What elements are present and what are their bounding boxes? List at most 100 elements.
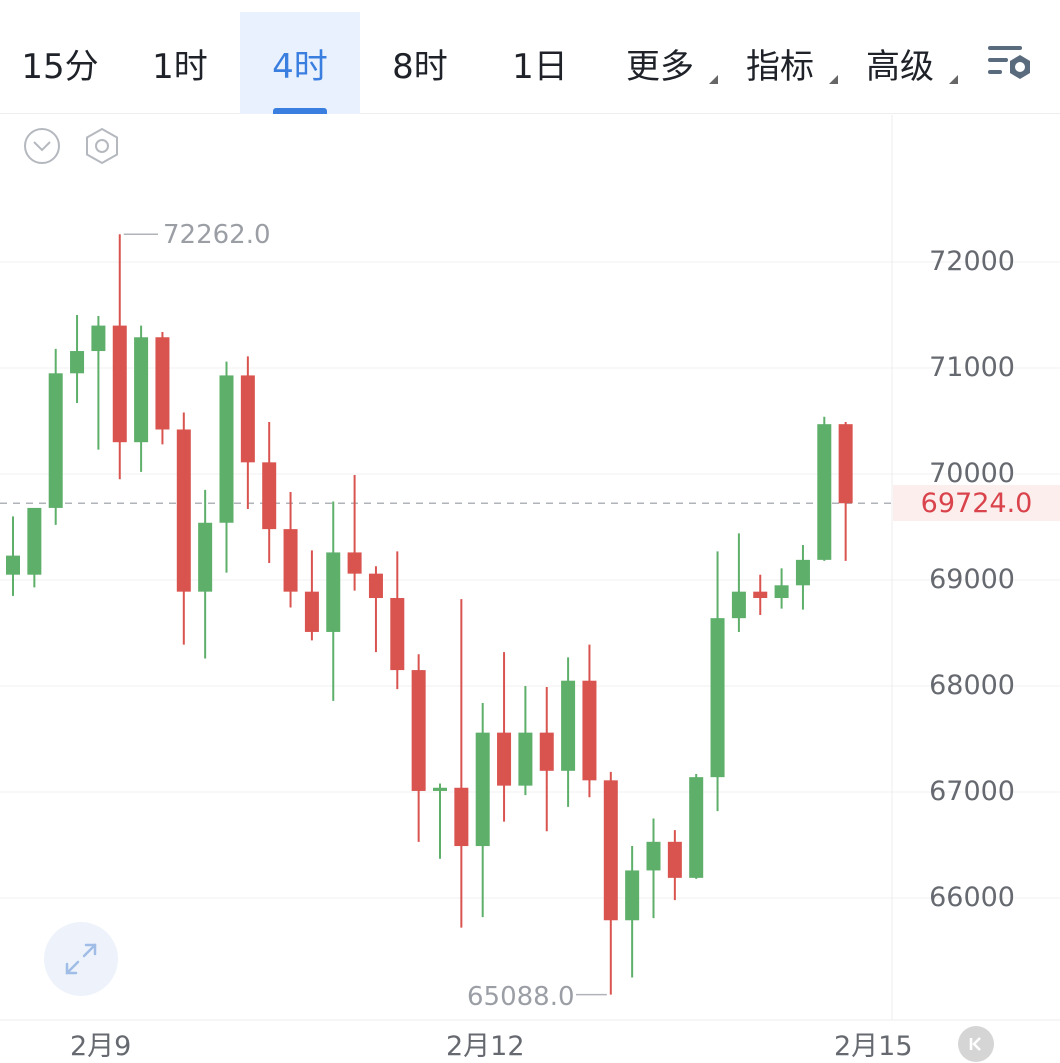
candle [262, 422, 277, 564]
candle [539, 687, 554, 832]
expand-arrows-icon [65, 943, 97, 975]
dropdown-corner-icon [709, 75, 718, 84]
price-tick: 71000 [929, 352, 1015, 383]
candle-body [518, 732, 533, 786]
candle-body [91, 325, 106, 352]
candle-body [539, 732, 554, 771]
dropdown-corner-icon [829, 75, 838, 84]
candle [112, 234, 127, 480]
candle [411, 654, 426, 842]
candle-body [710, 618, 725, 778]
candle-body [6, 555, 20, 575]
candle [582, 644, 597, 798]
candle-body [795, 559, 810, 586]
candle [176, 412, 191, 645]
tab-label: 更多 [626, 46, 694, 87]
candle [454, 599, 469, 928]
tab-label: 4时 [272, 46, 328, 87]
candle-body [112, 325, 127, 443]
candle-body [774, 585, 789, 599]
candle [198, 489, 213, 659]
candle-body [411, 670, 426, 791]
candle-body [433, 787, 447, 791]
candle [6, 516, 20, 596]
tab-more-dropdown[interactable]: 更多 [600, 12, 720, 114]
tab-1h[interactable]: 1时 [120, 12, 240, 114]
candle [326, 501, 341, 701]
tab-label: 8时 [392, 46, 448, 87]
candle-body [70, 351, 85, 374]
candle [283, 492, 298, 608]
scroll-to-latest-icon [969, 1037, 981, 1051]
scroll-to-latest-button[interactable] [958, 1026, 994, 1062]
grid-lines [0, 261, 1060, 899]
candle [774, 568, 789, 609]
candle [689, 773, 704, 879]
high-price-label: 72262.0 [163, 220, 271, 250]
candle [70, 315, 85, 403]
time-tick: 2月9 [70, 1031, 132, 1062]
candle-body [561, 680, 576, 771]
candle [390, 551, 405, 690]
candle [795, 545, 810, 610]
candle-body [219, 375, 234, 523]
price-tick: 66000 [929, 882, 1015, 913]
candle [710, 551, 725, 812]
candle-body [646, 841, 661, 871]
tab-advanced-dropdown[interactable]: 高级 [840, 12, 960, 114]
last-price-tag: 69724.0 [893, 485, 1060, 521]
candle [134, 325, 149, 472]
tab-4h[interactable]: 4时 [240, 12, 360, 114]
fullscreen-button[interactable] [44, 922, 118, 996]
candle [155, 331, 170, 445]
list-settings-icon [988, 46, 1030, 79]
candle-body [603, 780, 618, 921]
tab-label: 1时 [152, 46, 208, 87]
hexagon-settings-icon [86, 127, 118, 165]
chart-settings-button[interactable] [984, 38, 1036, 90]
candle-body [838, 424, 853, 504]
tab-15min[interactable]: 15分 [0, 12, 120, 114]
candle [646, 818, 661, 919]
active-tab-indicator [273, 108, 327, 114]
candle-body [176, 429, 191, 592]
tab-label: 指标 [746, 46, 814, 87]
candle-body [497, 732, 512, 786]
candle-body [454, 787, 469, 847]
candle [625, 846, 640, 978]
indicator-settings-button[interactable] [82, 126, 122, 166]
candles [6, 234, 853, 995]
candle-body [155, 337, 170, 430]
chevron-down-circle-icon [24, 128, 60, 164]
candle [433, 783, 447, 859]
candle-body [625, 870, 640, 921]
candle [838, 422, 853, 561]
candle [240, 356, 255, 509]
price-tick: 70000 [929, 458, 1015, 489]
price-tick: 67000 [929, 776, 1015, 807]
candle [603, 771, 618, 995]
candle-body [731, 591, 746, 619]
candle-body [475, 732, 490, 847]
timeframe-toolbar: 15分 1时 4时 8时 1日 更多 指标 高级 [0, 0, 1060, 114]
candle [475, 702, 490, 918]
candle-body [667, 841, 682, 878]
candle [347, 475, 362, 591]
candle [27, 507, 42, 588]
price-tick: 69000 [929, 564, 1015, 595]
tab-8h[interactable]: 8时 [360, 12, 480, 114]
collapse-indicators-button[interactable] [22, 126, 62, 166]
candle-body [582, 680, 597, 781]
price-tick: 72000 [929, 246, 1015, 277]
candle [219, 361, 234, 573]
tab-indicators-dropdown[interactable]: 指标 [720, 12, 840, 114]
candle [91, 316, 106, 450]
candle-body [347, 552, 362, 574]
time-tick: 2月15 [834, 1031, 913, 1062]
candle [561, 657, 576, 807]
dropdown-corner-icon [949, 75, 958, 84]
candle-body [48, 373, 63, 508]
tab-1d[interactable]: 1日 [480, 12, 600, 114]
candle [518, 686, 533, 796]
